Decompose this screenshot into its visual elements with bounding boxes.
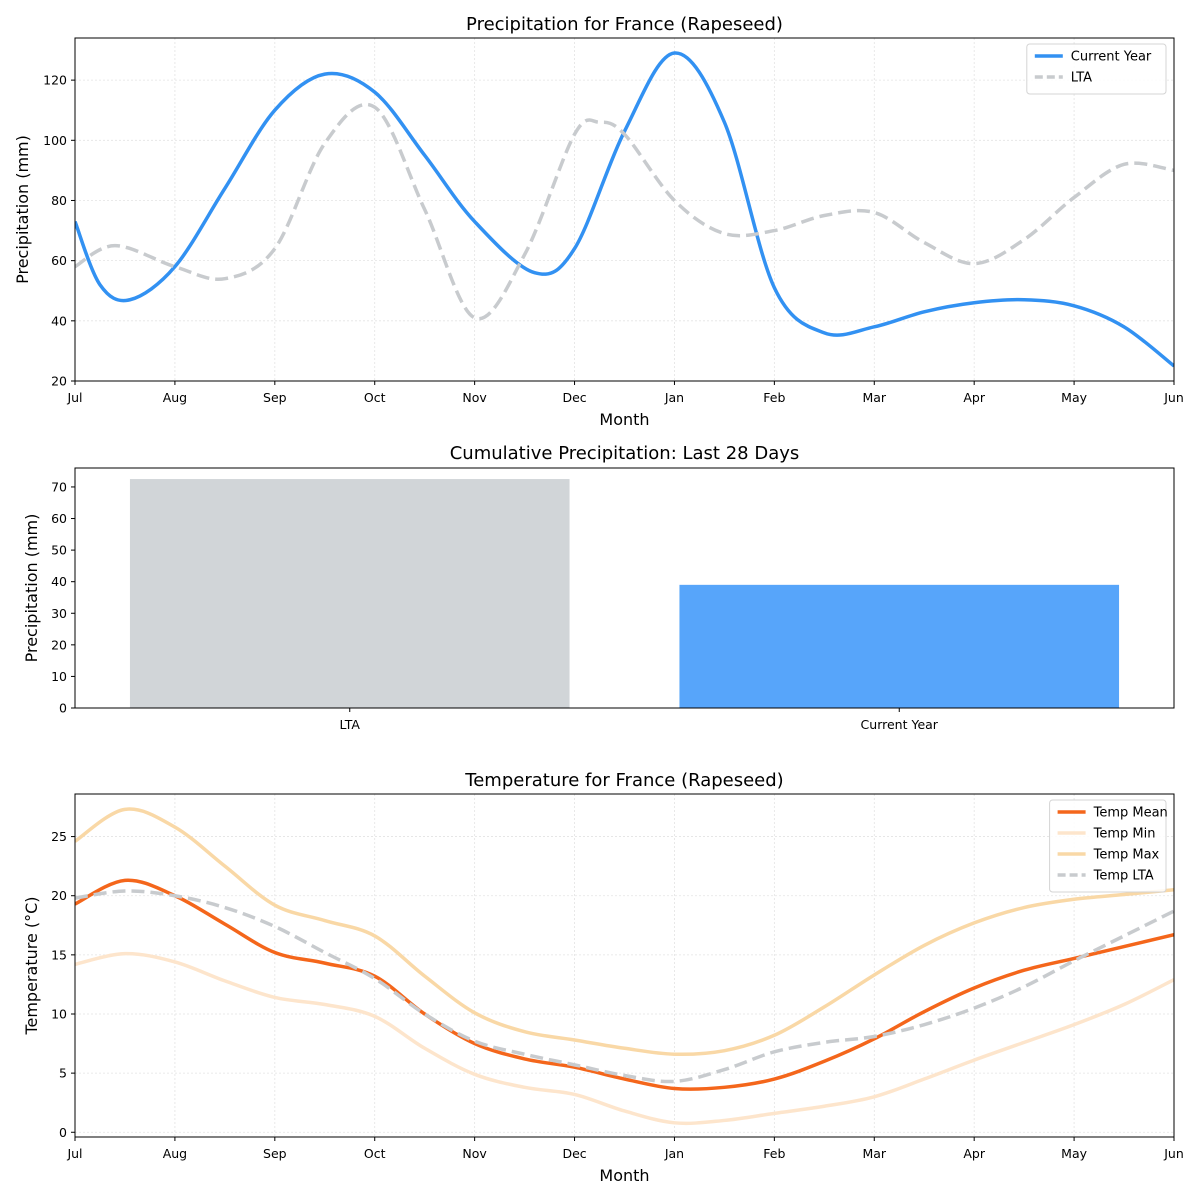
x-tick-label: Nov <box>462 390 487 405</box>
y-tick-label: 25 <box>51 829 67 844</box>
y-tick-label: 20 <box>51 637 67 652</box>
x-tick-label: Apr <box>963 390 985 405</box>
x-tick-label: Aug <box>163 390 187 405</box>
chart-title: Cumulative Precipitation: Last 28 Days <box>450 443 800 464</box>
y-tick-label: 30 <box>51 606 67 621</box>
x-tick-label: Oct <box>364 390 386 405</box>
series-line-temp-mean <box>75 878 1174 1091</box>
legend: Current Year LTA <box>1026 43 1167 95</box>
x-tick-label: Apr <box>963 1146 985 1161</box>
y-tick-label: 0 <box>59 1125 67 1140</box>
y-tick-label: 0 <box>59 701 67 716</box>
y-tick-label: 10 <box>51 669 67 684</box>
y-axis-label: Precipitation (mm) <box>13 135 32 284</box>
legend-entry: Temp Min <box>1093 827 1156 842</box>
y-axis-label: Precipitation (mm) <box>22 514 41 663</box>
y-tick-label: 60 <box>51 253 67 268</box>
x-tick-label: Sep <box>263 390 287 405</box>
x-tick-label: Dec <box>562 1146 586 1161</box>
y-tick-label: 70 <box>51 479 67 494</box>
x-tick-label: Feb <box>763 1146 785 1161</box>
y-tick-label: 15 <box>51 947 67 962</box>
legend-entry: Temp Max <box>1093 848 1160 863</box>
x-tick-label: Sep <box>263 1146 287 1161</box>
legend: Temp Mean Temp Min Temp Max Temp LTA <box>1049 799 1168 893</box>
x-axis-label: Month <box>599 410 649 429</box>
line-chart-2: Jul Aug Sep Oct Nov Dec Jan Feb Mar Apr May Jun 0 5 10… <box>22 770 1184 1185</box>
x-tick-label: LTA <box>340 717 361 732</box>
y-tick-label: 5 <box>59 1066 67 1081</box>
x-tick-label: Mar <box>862 1146 886 1161</box>
series-line-temp-max <box>75 807 1174 1057</box>
x-tick-label: Nov <box>462 1146 487 1161</box>
x-tick-label: Jan <box>664 390 684 405</box>
chart-title: Precipitation for France (Rapeseed) <box>466 14 783 35</box>
legend-entry: Temp Mean <box>1093 806 1168 821</box>
y-tick-label: 10 <box>51 1006 67 1021</box>
y-tick-label: 120 <box>43 73 67 88</box>
series-line-temp-min <box>75 951 1174 1126</box>
y-tick-label: 40 <box>51 313 67 328</box>
legend-entry: Current Year <box>1071 50 1152 65</box>
x-tick-label: May <box>1061 390 1087 405</box>
y-tick-label: 20 <box>51 888 67 903</box>
x-tick-label: Feb <box>763 390 785 405</box>
y-tick-label: 80 <box>51 193 67 208</box>
x-tick-label: Jul <box>66 390 82 405</box>
legend-entry: Temp LTA <box>1093 869 1154 884</box>
x-tick-label: Jun <box>1163 1146 1184 1161</box>
series-line-temp-lta <box>75 889 1174 1084</box>
plot-frame <box>74 37 1175 382</box>
chart-title: Temperature for France (Rapeseed) <box>464 770 783 791</box>
x-tick-label: Mar <box>862 390 886 405</box>
x-tick-label: Dec <box>562 390 586 405</box>
x-axis-label: Month <box>599 1166 649 1185</box>
series-line-lta <box>75 102 1174 321</box>
plot-frame <box>74 793 1175 1138</box>
bar-lta <box>129 479 570 708</box>
y-tick-label: 40 <box>51 574 67 589</box>
y-tick-label: 20 <box>51 374 67 389</box>
plot-frame <box>74 467 1175 709</box>
legend-box <box>1049 799 1167 893</box>
legend-entry: LTA <box>1071 71 1092 86</box>
y-axis-label: Temperature (°C) <box>22 896 41 1035</box>
x-tick-label: Jul <box>66 1146 82 1161</box>
x-tick-label: Jan <box>664 1146 684 1161</box>
bar-current-year <box>679 584 1120 708</box>
x-tick-label: Jun <box>1163 390 1184 405</box>
y-tick-label: 100 <box>43 133 67 148</box>
x-tick-label: Aug <box>163 1146 187 1161</box>
line-chart-0: Jul Aug Sep Oct Nov Dec Jan Feb Mar Apr May Jun 20 40… <box>13 14 1184 429</box>
x-tick-label: Current Year <box>861 717 939 732</box>
series-line-current-year <box>75 51 1174 368</box>
x-tick-label: Oct <box>364 1146 386 1161</box>
bar-chart-1: LTA Current Year 0 10 20 30 40 50 60 70 Cumulative… <box>22 443 1175 732</box>
y-tick-label: 60 <box>51 511 67 526</box>
x-tick-label: May <box>1061 1146 1087 1161</box>
y-tick-label: 50 <box>51 543 67 558</box>
